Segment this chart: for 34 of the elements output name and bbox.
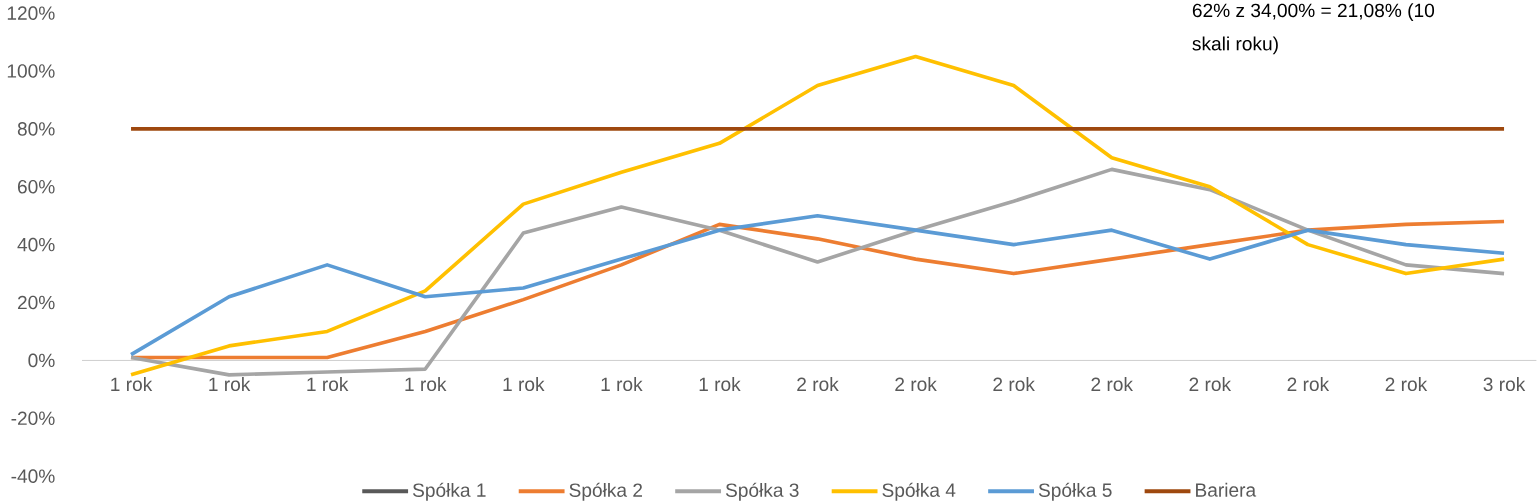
x-tick-label: 2 rok xyxy=(993,377,1035,392)
y-tick-label: 40% xyxy=(17,238,55,252)
x-tick-label: 2 rok xyxy=(1287,377,1330,392)
annotation: 62% z 34,00% = 21,08% (10 xyxy=(1192,3,1435,22)
x-tick-label: 1 rok xyxy=(503,377,545,392)
y-tick-label: 80% xyxy=(17,122,55,136)
x-tick-label: 1 rok xyxy=(601,377,643,392)
x-tick-label: 3 rok xyxy=(1483,377,1526,392)
x-tick-label: 2 rok xyxy=(1091,377,1134,392)
x-tick-label: 1 rok xyxy=(209,377,251,392)
legend-label: Spółka 2 xyxy=(569,482,643,501)
x-tick-label: 1 rok xyxy=(405,377,447,392)
y-tick-label: 60% xyxy=(17,180,55,194)
y-tick-label: 20% xyxy=(17,295,55,310)
x-tick-label: 2 rok xyxy=(895,377,937,392)
x-tick-label: 2 rok xyxy=(1385,377,1428,392)
legend-label: Spółka 5 xyxy=(1038,482,1112,501)
y-tick-label: -40% xyxy=(11,469,55,484)
x-tick-label: 1 rok xyxy=(307,377,349,392)
legend-label: Spółka 4 xyxy=(882,482,956,501)
y-tick-label: 0% xyxy=(28,353,55,368)
annotation: skali roku) xyxy=(1192,36,1278,55)
legend-label: Bariera xyxy=(1196,482,1257,498)
legend-label: Spółka 3 xyxy=(725,482,799,501)
x-tick-label: 2 rok xyxy=(797,377,839,392)
legend-label: Spółka 1 xyxy=(412,482,486,501)
x-tick-label: 1 rok xyxy=(699,377,741,392)
x-tick-label: 2 rok xyxy=(1189,377,1232,392)
y-tick-label: 100% xyxy=(7,64,55,78)
line-series xyxy=(129,167,1506,377)
y-tick-label: -20% xyxy=(11,411,55,426)
line-series xyxy=(129,54,1506,377)
y-tick-label: 120% xyxy=(7,6,55,21)
x-tick-label: 1 rok xyxy=(111,377,153,392)
